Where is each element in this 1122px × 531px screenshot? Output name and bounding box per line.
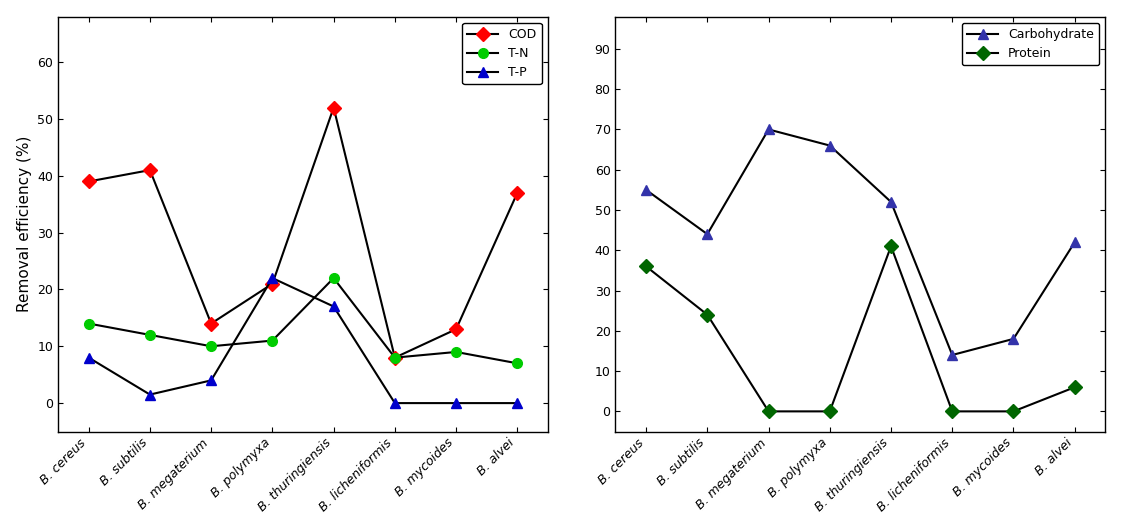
COD [511, 190, 524, 196]
T-N [266, 337, 279, 344]
Protein [824, 408, 837, 415]
Line: Carbohydrate: Carbohydrate [642, 125, 1079, 360]
T-N [511, 360, 524, 366]
Line: Protein: Protein [642, 242, 1079, 416]
Protein [946, 408, 959, 415]
Carbohydrate [824, 142, 837, 149]
Protein [700, 312, 714, 318]
T-N [204, 343, 218, 349]
T-N [450, 349, 463, 355]
Protein [762, 408, 775, 415]
Line: T-P: T-P [84, 273, 522, 408]
Protein [1006, 408, 1020, 415]
T-P [204, 377, 218, 383]
COD [450, 326, 463, 332]
T-P [327, 303, 340, 310]
Carbohydrate [946, 352, 959, 358]
Line: COD: COD [84, 102, 522, 363]
Carbohydrate [762, 126, 775, 133]
T-N [144, 332, 157, 338]
T-N [82, 320, 95, 327]
COD [144, 167, 157, 173]
Carbohydrate [1068, 239, 1082, 245]
COD [388, 355, 402, 361]
Protein [884, 243, 898, 250]
Line: T-N: T-N [84, 273, 522, 368]
Protein [640, 263, 653, 270]
Carbohydrate [1006, 336, 1020, 342]
T-P [82, 355, 95, 361]
T-N [388, 355, 402, 361]
T-P [511, 400, 524, 406]
Carbohydrate [700, 231, 714, 237]
Carbohydrate [640, 187, 653, 193]
Legend: COD, T-N, T-P: COD, T-N, T-P [462, 23, 542, 84]
Carbohydrate [884, 199, 898, 205]
T-P [388, 400, 402, 406]
T-N [327, 275, 340, 281]
T-P [450, 400, 463, 406]
COD [266, 280, 279, 287]
Legend: Carbohydrate, Protein: Carbohydrate, Protein [962, 23, 1100, 65]
T-P [144, 391, 157, 398]
COD [82, 178, 95, 185]
COD [204, 320, 218, 327]
COD [327, 105, 340, 111]
Y-axis label: Removal efficiency (%): Removal efficiency (%) [17, 136, 31, 312]
Protein [1068, 384, 1082, 390]
T-P [266, 275, 279, 281]
